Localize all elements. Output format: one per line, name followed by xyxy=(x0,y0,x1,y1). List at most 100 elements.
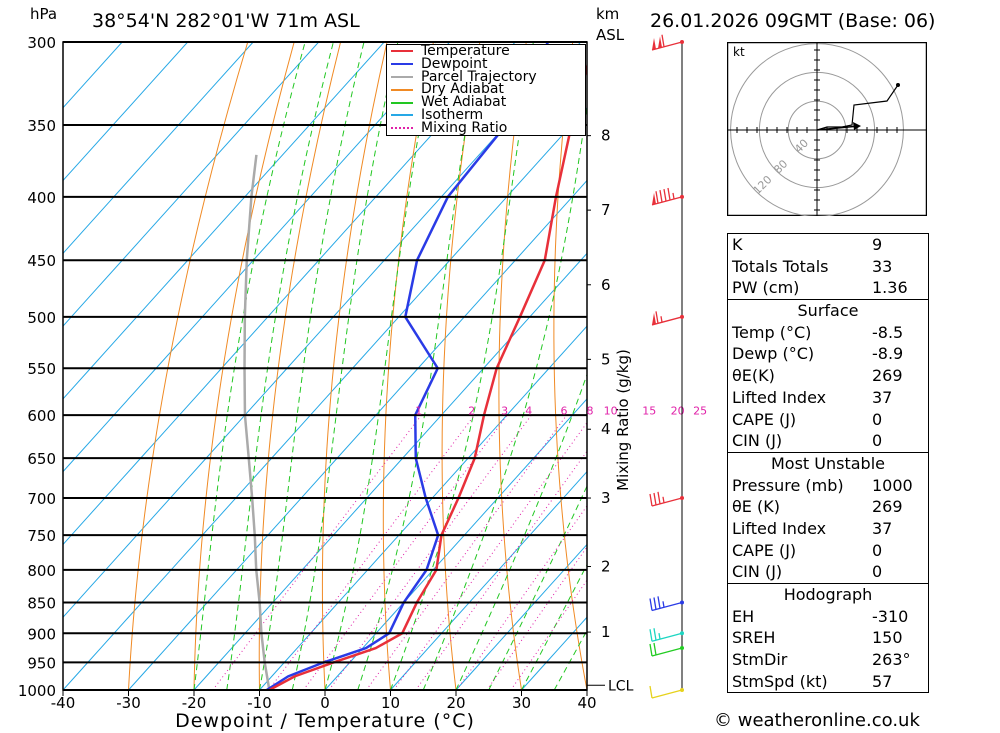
index-row: θE(K) 269 xyxy=(728,365,928,387)
index-row: θE (K) 269 xyxy=(728,496,928,518)
wind-barb-flag xyxy=(659,190,663,203)
legend-swatch xyxy=(391,114,413,117)
index-value: -310 xyxy=(872,606,909,626)
pressure-label: 650 xyxy=(27,450,56,468)
index-row: Totals Totals 33 xyxy=(728,256,928,278)
km-height-label: 5 xyxy=(601,350,611,368)
dry-adiabat-line xyxy=(659,42,718,690)
wet-adiabat-line xyxy=(422,103,587,690)
mixing-ratio-label: 6 xyxy=(561,405,568,418)
wind-barb-shaft xyxy=(651,41,683,51)
legend-swatch xyxy=(391,88,413,91)
wind-barb-shaft xyxy=(651,689,683,699)
wind-barb xyxy=(649,685,683,699)
index-value: -8.5 xyxy=(872,322,904,342)
index-label: SREH xyxy=(732,628,776,648)
pressure-label: 400 xyxy=(27,189,56,207)
wind-barb-flag xyxy=(653,492,657,506)
mixing-ratio-line xyxy=(268,414,475,690)
wind-barb xyxy=(649,491,683,507)
index-value: 269 xyxy=(872,366,903,386)
legend-swatch xyxy=(391,127,413,130)
pressure-label: 750 xyxy=(27,527,56,545)
skew-t-chart: 3003504004505005506006507007508008509009… xyxy=(18,34,720,732)
wind-barb-flag xyxy=(649,493,653,507)
index-row: Dewp (°C) -8.9 xyxy=(728,343,928,365)
index-label: CIN (J) xyxy=(732,431,783,451)
indices-section-most-unstable: Most Unstable Pressure (mb) 1000 θE (K) 269 L… xyxy=(728,451,928,583)
x-tick-label: 10 xyxy=(381,694,400,712)
index-value: 57 xyxy=(872,671,893,691)
height-unit-asl: ASL xyxy=(596,26,625,44)
legend-swatch xyxy=(391,63,413,66)
index-label: StmSpd (kt) xyxy=(732,671,828,691)
wind-barb-flag xyxy=(663,188,667,202)
dry-adiabat-line xyxy=(441,42,481,690)
wind-barb-flag xyxy=(657,491,661,504)
isotherm-line xyxy=(63,42,385,400)
index-label: EH xyxy=(732,606,755,626)
legend-swatch xyxy=(391,75,413,78)
wind-barb-flag xyxy=(649,643,653,657)
legend-label: Wet Adiabat xyxy=(421,94,507,111)
index-row: Temp (°C) -8.5 xyxy=(728,322,928,344)
index-label: θE(K) xyxy=(732,366,775,386)
legend-label: Dry Adiabat xyxy=(421,81,504,98)
section-title: Hodograph xyxy=(783,585,873,604)
mixing-ratio-label: 15 xyxy=(642,405,656,418)
pressure-label: 800 xyxy=(27,562,56,580)
isotherm-line xyxy=(63,42,254,255)
isotherm-line xyxy=(259,325,587,690)
pressure-label: 450 xyxy=(27,252,56,270)
height-unit-km: km xyxy=(596,5,620,23)
index-label: Temp (°C) xyxy=(732,322,812,342)
section-title: Most Unstable xyxy=(771,453,885,473)
isotherm-line xyxy=(521,616,587,690)
pressure-unit-label: hPa xyxy=(30,5,58,23)
x-tick-label: -20 xyxy=(182,694,207,712)
wet-adiabat-line xyxy=(553,629,587,690)
wind-barb-flag xyxy=(649,598,653,611)
wind-barb-flag xyxy=(655,191,659,204)
index-row: StmDir 263° xyxy=(728,649,928,671)
wind-barb xyxy=(649,628,683,642)
wind-barb xyxy=(651,311,683,326)
dry-adiabat-line xyxy=(709,42,720,690)
wind-barb xyxy=(649,596,683,612)
index-label: Pressure (mb) xyxy=(732,475,844,495)
indices-section-surface: Surface Temp (°C) -8.5 Dewp (°C) -8.9 θE(K) 26… xyxy=(728,299,928,452)
index-value: 33 xyxy=(872,256,893,276)
x-tick-label: -10 xyxy=(247,694,272,712)
pressure-label: 350 xyxy=(27,117,56,135)
isotherm-line xyxy=(63,42,123,109)
isotherm-line xyxy=(193,252,587,690)
pressure-label: 550 xyxy=(27,360,56,378)
wind-barb-flag xyxy=(649,685,653,699)
legend-item: Isotherm xyxy=(387,108,585,122)
wind-barb-half-flag xyxy=(662,496,665,503)
mixing-ratio-line xyxy=(510,579,587,690)
index-row: EH -310 xyxy=(728,606,928,628)
parcel-trajectory-line xyxy=(243,154,271,690)
legend-swatch xyxy=(391,101,413,104)
isotherm-line xyxy=(455,543,587,690)
mixing-ratio-label: 1 xyxy=(415,405,422,418)
pressure-label: 300 xyxy=(27,34,56,52)
index-label: K xyxy=(732,235,743,254)
mixing-ratio-line xyxy=(328,414,532,690)
wind-barb-half-flag xyxy=(660,316,663,323)
wind-barb-flag xyxy=(653,628,657,641)
index-value: 150 xyxy=(872,628,903,648)
legend-item: Mixing Ratio xyxy=(387,121,585,135)
wind-barb-flag xyxy=(667,187,671,201)
index-value: 1.36 xyxy=(872,278,908,298)
index-row: CAPE (J) 0 xyxy=(728,540,928,562)
index-label: Lifted Index xyxy=(732,387,827,407)
dry-adiabat-line xyxy=(258,42,342,690)
dry-adiabat-line xyxy=(382,42,434,690)
wind-barb-flag xyxy=(653,642,657,656)
index-label: CAPE (J) xyxy=(732,540,797,560)
index-value: 269 xyxy=(872,497,903,517)
indices-section-hodograph: Hodograph EH -310 SREH 150 StmDir 263° StmSpd (… xyxy=(728,583,928,692)
